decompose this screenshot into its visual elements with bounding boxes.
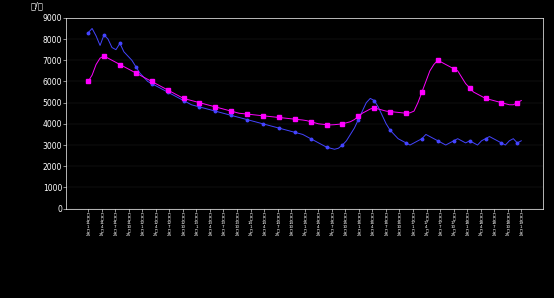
Text: 元/吨: 元/吨: [31, 1, 44, 10]
